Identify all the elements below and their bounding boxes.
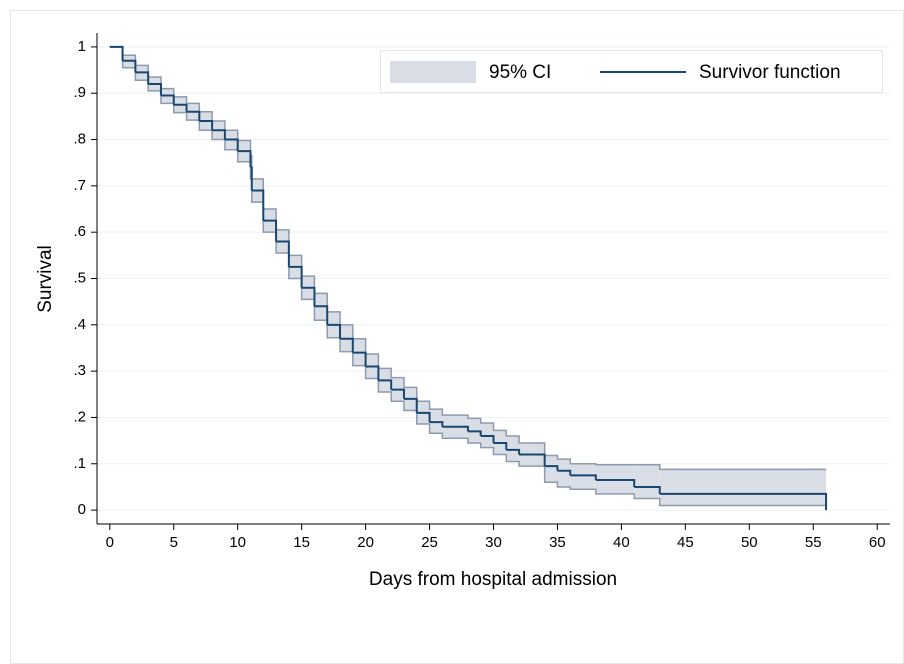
y-tick-label: .1 [73,455,86,472]
survival-step [506,448,521,455]
survival-step [659,492,828,511]
ci-band [659,469,827,506]
y-tick-label: 0 [78,501,86,518]
survival-step [416,411,431,423]
ci-band [557,459,571,487]
legend-label: 95% CI [489,62,551,83]
x-tick-label: 60 [869,534,886,551]
x-tick-label: 5 [170,534,178,551]
y-tick-label: .6 [73,223,86,240]
survival-step [544,465,559,471]
survival-step [429,421,444,427]
survival-step [480,434,495,443]
survival-step [634,485,661,494]
survival-step [327,323,342,339]
survival-step [365,365,380,381]
survival-step [595,478,636,487]
x-tick-label: 15 [293,534,310,551]
survival-step [519,453,546,467]
survival-step [391,388,405,399]
survival-step [378,379,393,390]
survival-step [570,474,597,480]
survival-step [109,45,124,61]
survival-step [160,94,175,105]
x-tick-label: 30 [485,534,502,551]
x-tick-label: 0 [106,534,114,551]
x-axis-label: Days from hospital admission [369,569,617,590]
survival-step [148,82,162,96]
x-tick-label: 35 [549,534,566,551]
survival-step [301,286,316,307]
x-tick-label: 25 [421,534,438,551]
y-axis-label: Survival [35,245,56,313]
y-tick-label: 1 [78,38,86,55]
survival-step [251,189,265,221]
x-tick-label: 50 [741,534,758,551]
y-tick-label: .2 [73,408,86,425]
x-tick-label: 40 [613,534,630,551]
survival-step [276,240,290,267]
survival-step [403,397,418,413]
survival-step [199,120,214,131]
survival-step [186,110,201,122]
x-tick-label: 55 [805,534,822,551]
survival-step [122,59,137,73]
survival-step [250,166,253,191]
y-tick-label: .4 [73,316,86,333]
survival-step [340,337,354,353]
y-tick-label: .3 [73,362,86,379]
survival-step [352,351,367,367]
survival-step [135,71,150,84]
ci-band [506,435,520,462]
x-tick-label: 20 [357,534,374,551]
survival-step [224,138,239,152]
ci-band [544,455,558,483]
y-tick-label: .5 [73,269,86,286]
ci-band [570,463,596,490]
frame [10,10,904,664]
y-tick-label: .7 [73,177,86,194]
x-tick-label: 10 [229,534,246,551]
y-tick-label: .9 [73,84,86,101]
ci-band [634,464,660,499]
survival-step [237,150,252,168]
survival-step [442,425,469,432]
legend-swatch [390,61,476,83]
ci-edge [109,46,827,507]
survival-step [263,219,278,242]
survival-step [212,129,226,140]
survival-step [493,441,508,450]
legend-label: Survivor function [699,62,841,83]
survival-step [467,430,482,436]
survival-step [173,103,188,112]
survival-step [288,265,303,288]
survival-step [314,305,329,325]
x-tick-label: 45 [677,534,694,551]
y-tick-label: .8 [73,131,86,148]
survival-step [557,469,572,476]
